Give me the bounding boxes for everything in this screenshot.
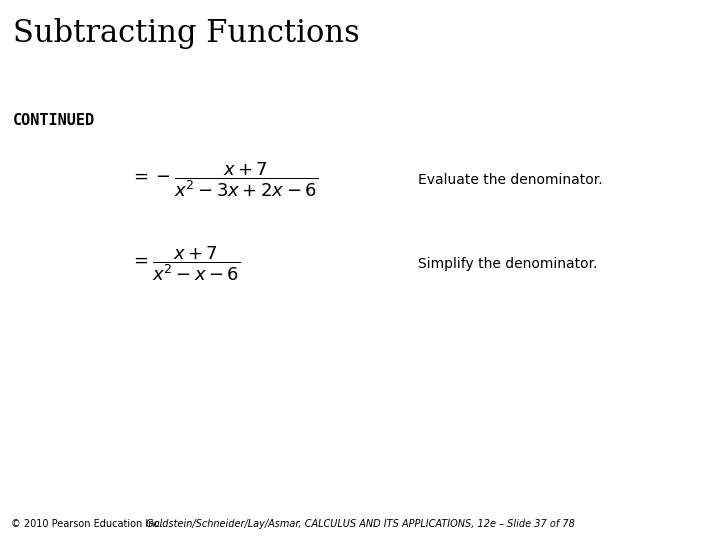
Text: Simplify the denominator.: Simplify the denominator. [418, 256, 597, 271]
Text: Goldstein/Schneider/Lay/Asmar, CALCULUS AND ITS APPLICATIONS, 12e – Slide 37 of : Goldstein/Schneider/Lay/Asmar, CALCULUS … [145, 519, 575, 529]
Text: CONTINUED: CONTINUED [13, 113, 95, 128]
Text: $= -\dfrac{x+7}{x^{2}-3x+2x-6}$: $= -\dfrac{x+7}{x^{2}-3x+2x-6}$ [130, 160, 318, 199]
Text: $= \dfrac{x+7}{x^{2}-x-6}$: $= \dfrac{x+7}{x^{2}-x-6}$ [130, 244, 240, 283]
Text: Evaluate the denominator.: Evaluate the denominator. [418, 173, 602, 187]
Text: © 2010 Pearson Education Inc.: © 2010 Pearson Education Inc. [11, 519, 163, 529]
Text: Subtracting Functions: Subtracting Functions [13, 18, 360, 49]
